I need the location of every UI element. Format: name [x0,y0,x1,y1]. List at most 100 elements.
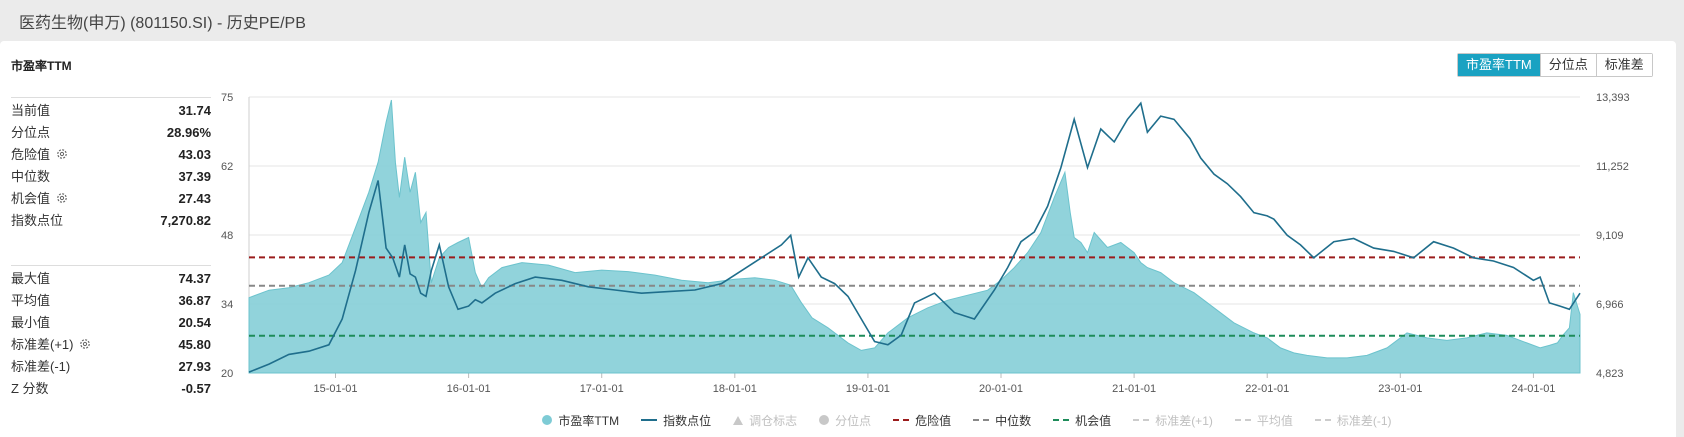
legend-item[interactable]: 机会值 [1053,412,1111,429]
y-left-tick-label: 20 [221,368,233,380]
legend-swatch-icon [1053,419,1070,421]
settings-gear-icon[interactable] [73,337,91,352]
x-tick-label: 19-01-01 [846,383,890,395]
legend-swatch-icon [733,415,744,425]
legend-label: 标准差(+1) [1155,413,1213,428]
stat-label: 平均值 [11,293,51,308]
y-right-tick-label: 13,393 [1596,92,1630,104]
stat-value: 45.80 [178,337,211,352]
stats-summary: 最大值 74.37 平均值 36.87 最小值 20.54 标准差(+1) 45.80 标准差(… [11,265,211,400]
stat-value: 27.93 [178,359,211,374]
stat-label: Z 分数 [11,381,49,396]
stat-value: 31.74 [178,103,211,118]
metric-button[interactable]: 标准差 [1595,54,1652,76]
legend-label: 分位点 [835,413,872,428]
legend-item[interactable]: 标准差(+1) [1133,412,1213,429]
stat-row: 机会值 27.43 [11,188,211,210]
chart-legend: 市盈率TTM 指数点位 调仓标志 分位点 危险值 中位数 机会值 标准差(+1) 平均值 标准差(… [0,410,1684,430]
stat-row: 当前值 31.74 [11,100,211,122]
stat-label: 中位数 [11,169,51,184]
stat-row: Z 分数 -0.57 [11,378,211,400]
legend-item[interactable]: 平均值 [1234,412,1293,429]
stat-row: 危险值 43.03 [11,144,211,166]
stat-label: 危险值 [11,144,68,166]
legend-label: 调仓标志 [749,413,798,428]
legend-swatch-icon [893,419,910,421]
stat-row: 平均值 36.87 [11,290,211,312]
y-left-tick-label: 34 [221,299,233,311]
legend-label: 平均值 [1256,413,1293,428]
legend-swatch-icon [973,419,990,421]
stat-row: 最小值 20.54 [11,312,211,334]
panel-title: 市盈率TTM [11,59,72,73]
x-tick-label: 24-01-01 [1511,383,1555,395]
x-tick-label: 22-01-01 [1245,383,1289,395]
stat-value: 43.03 [178,147,211,162]
page-title: 医药生物(申万) (801150.SI) - 历史PE/PB [19,15,306,32]
stats-current: 当前值 31.74 分位点 28.96% 危险值 43.03 中位数 37.39 机会值 27.4… [11,97,211,232]
x-tick-label: 20-01-01 [979,383,1023,395]
stat-row: 分位点 28.96% [11,122,211,144]
stat-row: 最大值 74.37 [11,268,211,290]
x-tick-label: 23-01-01 [1378,383,1422,395]
pe-chart: 75 62 48 34 20 13,393 11,252 9,109 6,966 4,823 15-… [221,92,1630,395]
y-right-tick-label: 4,823 [1596,368,1624,380]
legend-label: 标准差(-1) [1336,413,1392,428]
stat-value: 36.87 [178,293,211,308]
legend-item[interactable]: 调仓标志 [733,412,797,429]
pe-ttm-area [248,99,1581,374]
legend-label: 危险值 [915,413,952,428]
x-tick-label: 18-01-01 [713,383,757,395]
stat-row: 中位数 37.39 [11,166,211,188]
stat-row: 标准差(+1) 45.80 [11,334,211,356]
index-level-line [248,101,1581,373]
legend-label: 机会值 [1075,413,1112,428]
stat-row: 指数点位 7,270.82 [11,210,211,232]
legend-item[interactable]: 市盈率TTM [542,412,619,429]
x-tick-label: 15-01-01 [313,383,357,395]
legend-swatch-icon [641,419,658,421]
settings-gear-icon[interactable] [50,191,68,206]
stat-value: 7,270.82 [160,213,211,228]
stat-label: 机会值 [11,188,68,210]
y-right-tick-label: 11,252 [1596,161,1629,173]
stat-row: 标准差(-1) 27.93 [11,356,211,378]
x-tick-label: 21-01-01 [1112,383,1156,395]
metric-button[interactable]: 分位点 [1539,54,1596,76]
legend-label: 指数点位 [663,413,712,428]
metric-toggle-group: 市盈率TTM 分位点 标准差 [1457,53,1653,77]
y-left-tick-label: 62 [221,161,233,173]
settings-gear-icon[interactable] [50,147,68,162]
stat-value: 74.37 [178,271,211,286]
metric-button[interactable]: 市盈率TTM [1458,54,1540,76]
title-bar: 医药生物(申万) (801150.SI) - 历史PE/PB [0,0,1684,40]
legend-item[interactable]: 标准差(-1) [1314,412,1392,429]
stat-label: 指数点位 [11,213,64,228]
legend-item[interactable]: 指数点位 [641,412,711,429]
legend-item[interactable]: 分位点 [819,412,871,429]
stat-value: 20.54 [178,315,211,330]
legend-swatch-icon [819,415,830,425]
y-left-tick-label: 75 [221,92,233,104]
legend-swatch-icon [1234,419,1251,421]
x-tick-label: 16-01-01 [447,383,491,395]
legend-label: 中位数 [995,413,1032,428]
stat-value: 28.96% [166,125,211,140]
stat-label: 最大值 [11,271,51,286]
y-right-tick-label: 9,109 [1596,230,1624,242]
stat-value: 27.43 [178,191,211,206]
stat-value: 37.39 [178,169,211,184]
legend-item[interactable]: 中位数 [973,412,1031,429]
stat-label: 当前值 [11,103,51,118]
legend-item[interactable]: 危险值 [893,412,951,429]
stat-value: -0.57 [181,381,211,396]
legend-swatch-icon [1133,419,1150,421]
legend-swatch-icon [542,415,553,425]
stat-label: 分位点 [11,125,51,140]
y-right-tick-label: 6,966 [1596,299,1624,311]
stat-label: 标准差(-1) [11,359,71,374]
legend-swatch-icon [1314,419,1331,421]
x-tick-label: 17-01-01 [580,383,624,395]
legend-label: 市盈率TTM [558,413,620,428]
stat-label: 最小值 [11,315,51,330]
